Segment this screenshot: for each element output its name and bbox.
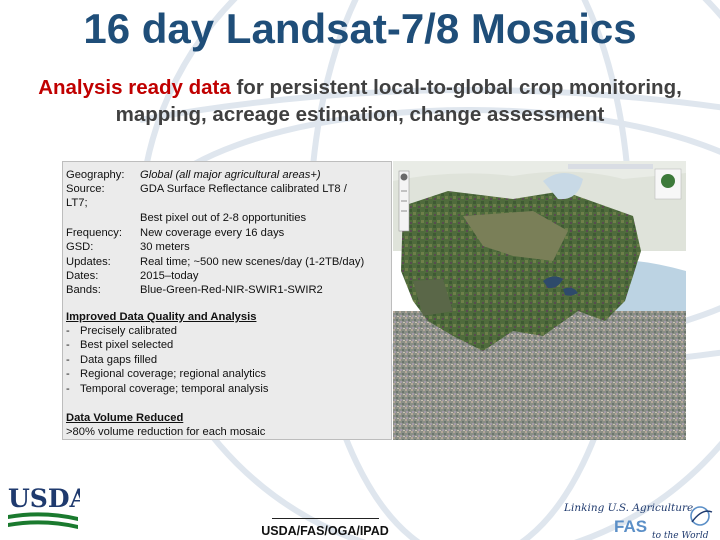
fas-logo-text: FAS <box>614 517 647 536</box>
slide-subtitle: Analysis ready data for persistent local… <box>30 74 690 128</box>
quality-item-text: Regional coverage; regional analytics <box>80 368 266 380</box>
geography-label: Geography: <box>66 169 125 181</box>
quality-item-text: Best pixel selected <box>80 339 174 351</box>
frequency-label: Frequency: <box>66 227 122 239</box>
footer-text: USDA/FAS/OGA/IPAD <box>261 524 389 538</box>
bullet-dash: - <box>66 354 70 366</box>
dates-label: Dates: <box>66 270 99 282</box>
source-extra: Best pixel out of 2-8 opportunities <box>140 212 307 224</box>
source-continuation: LT7; <box>66 197 88 209</box>
source-value: GDA Surface Reflectance calibrated LT8 / <box>140 183 347 195</box>
bands-label: Bands: <box>66 284 101 296</box>
subtitle-rest: for persistent local-to-global crop moni… <box>115 76 682 126</box>
fas-tagline: Linking U.S. Agriculture <box>563 502 693 514</box>
quality-item-text: Data gaps filled <box>80 354 158 366</box>
geography-value: Global (all major agricultural areas+) <box>140 169 321 181</box>
bands-value: Blue-Green-Red-NIR-SWIR1-SWIR2 <box>140 284 323 296</box>
footer-divider <box>272 518 379 519</box>
updates-value: Real time; ~500 new scenes/day (1-2TB/da… <box>140 256 365 268</box>
source-label: Source: <box>66 183 105 195</box>
bullet-dash: - <box>66 383 70 395</box>
usda-logo-text: USDA <box>8 484 80 513</box>
frequency-value: New coverage every 16 days <box>140 227 285 239</box>
info-box: Geography: Global (all major agricultura… <box>62 161 392 440</box>
volume-text: >80% volume reduction for each mosaic <box>66 426 266 438</box>
updates-label: Updates: <box>66 256 111 268</box>
subtitle-emphasis: Analysis ready data <box>38 76 231 99</box>
bullet-dash: - <box>66 339 70 351</box>
volume-heading: Data Volume Reduced <box>66 412 184 424</box>
bullet-dash: - <box>66 325 70 337</box>
bullet-dash: - <box>66 368 70 380</box>
landsat-mosaic-map <box>393 161 686 440</box>
fas-tail-text: to the World <box>652 531 709 540</box>
dates-value: 2015–today <box>140 270 199 282</box>
gsd-value: 30 meters <box>140 241 190 253</box>
fas-logo: Linking U.S. Agriculture FAS to the Worl… <box>563 502 713 540</box>
gsd-label: GSD: <box>66 241 94 253</box>
quality-item-text: Precisely calibrated <box>80 325 178 337</box>
slide-title: 16 day Landsat-7/8 Mosaics <box>83 5 637 52</box>
quality-heading: Improved Data Quality and Analysis <box>66 311 257 323</box>
usda-logo: USDA <box>8 484 80 529</box>
quality-item-text: Temporal coverage; temporal analysis <box>80 383 269 395</box>
